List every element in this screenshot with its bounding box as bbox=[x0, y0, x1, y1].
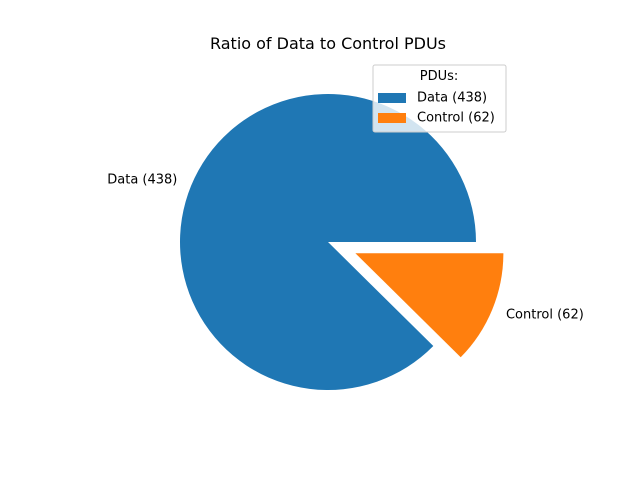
pie-slices bbox=[180, 93, 504, 390]
pie-slice-control bbox=[355, 253, 504, 358]
legend-label-data: Data (438) bbox=[417, 91, 487, 106]
legend-items: Data (438) Control (62) bbox=[378, 91, 495, 126]
legend-swatch-control bbox=[378, 113, 406, 123]
legend: PDUs: Data (438) Control (62) bbox=[372, 64, 507, 133]
legend-title: PDUs: bbox=[420, 69, 459, 84]
pie-slice-label-data: Data (438) bbox=[107, 173, 177, 188]
legend-box bbox=[372, 64, 507, 133]
pie-slice-labels: Data (438) Control (62) bbox=[107, 173, 584, 323]
legend-swatch-data bbox=[378, 93, 406, 103]
chart-title: Ratio of Data to Control PDUs bbox=[210, 34, 446, 53]
pie-slice-data bbox=[180, 93, 477, 390]
legend-label-control: Control (62) bbox=[417, 111, 495, 126]
pie-slice-label-control: Control (62) bbox=[506, 308, 584, 323]
